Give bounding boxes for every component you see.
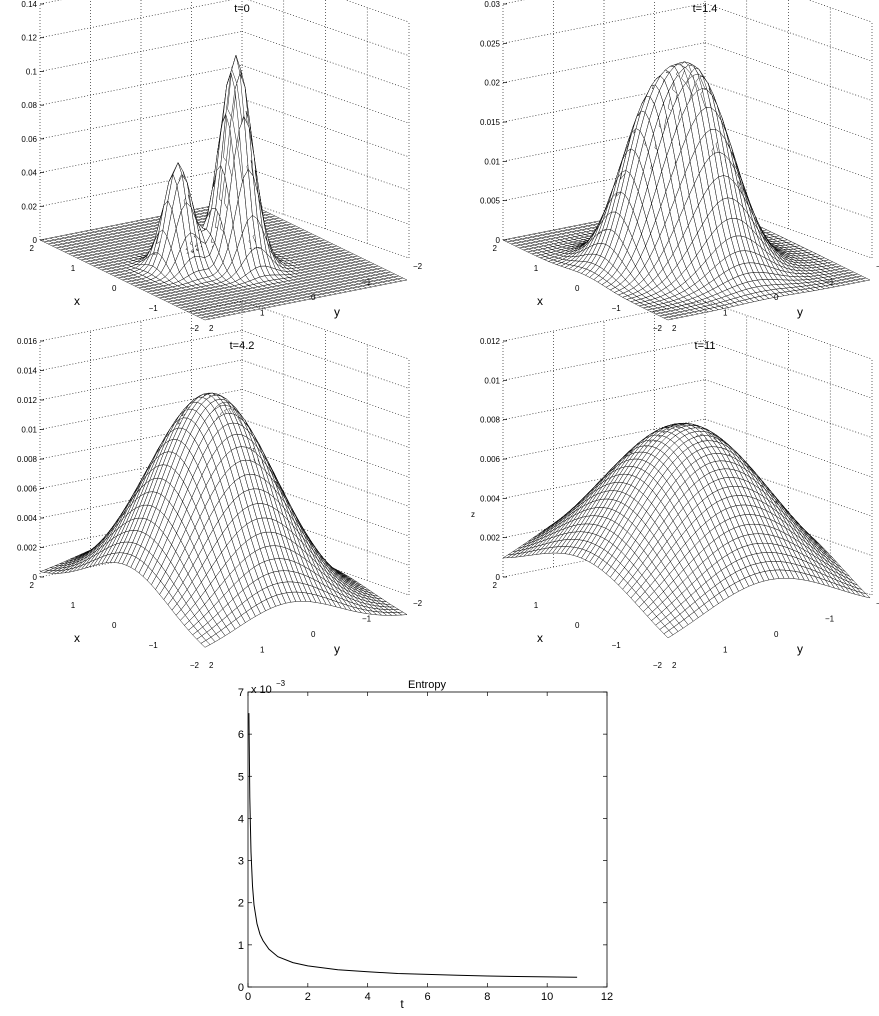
x-tick-label: 0 [112, 621, 117, 630]
y-tick-label: 0 [774, 293, 779, 302]
panel-title: t=0 [234, 3, 250, 15]
x-tick-label: 2 [30, 581, 35, 590]
y-tick-label: 0 [311, 630, 316, 639]
wall-gridline [241, 132, 410, 191]
x-tick-label: −2 [190, 324, 200, 333]
wall-gridline [39, 98, 243, 140]
x-tick-label: 0 [575, 284, 580, 293]
x-tick-label: 1 [71, 601, 76, 610]
wall-gridline [241, 64, 410, 124]
x-tick-label: −2 [190, 661, 200, 670]
z-tick-label: 0.06 [21, 135, 37, 144]
z-tick-label: 0.08 [21, 101, 37, 110]
x-axis-label: x [537, 294, 543, 308]
z-tick-label: 0.016 [17, 337, 38, 346]
z-tick-label: 0.02 [484, 79, 500, 88]
z-tick-label: 0.006 [17, 485, 38, 494]
surface-mesh [39, 54, 408, 321]
y-axis-label: y [797, 305, 803, 319]
y-tick-label: −2 [413, 599, 423, 608]
y-axis-label: y [334, 305, 340, 319]
wall-gridline [39, 64, 243, 106]
wall-gridline [704, 300, 873, 360]
x-tick-label: 2 [30, 244, 35, 253]
z-tick-label: 0.012 [17, 396, 38, 405]
z-tick-label: 0.015 [480, 118, 501, 127]
z-tick-label: 0.01 [21, 426, 37, 435]
wall-gridline [241, 31, 410, 90]
y-tick-label: −2 [413, 262, 423, 271]
z-tick-label: 0.005 [480, 197, 501, 206]
x-tick-label: −1 [149, 304, 159, 313]
wall-gridline [39, 0, 233, 39]
z-tick-label: 0.025 [480, 39, 501, 48]
wall-gridline [247, 0, 410, 56]
y-tick-label: 2 [209, 661, 214, 670]
y-axis-label: y [334, 642, 340, 656]
z-tick-label: 0.02 [21, 202, 37, 211]
x-tick-label: −1 [149, 641, 159, 650]
y-tick-label: 2 [209, 324, 214, 333]
y-tick-label: −1 [362, 278, 372, 287]
x-axis-label: x [74, 631, 80, 645]
x-tick-label: 2 [493, 244, 498, 253]
z-tick-label: 0.01 [484, 157, 500, 166]
surface-mesh [502, 61, 871, 321]
surface-mesh [502, 422, 871, 639]
z-tick-label: 0.014 [17, 367, 38, 376]
z-tick-label: 0.008 [17, 455, 38, 464]
x-tick-label: −1 [612, 304, 622, 313]
wall-gridline [241, 166, 410, 225]
z-tick-label: 0.03 [484, 0, 500, 9]
wall-gridline [241, 199, 410, 259]
z-tick-label: 0.002 [17, 544, 38, 553]
wall-gridline [241, 300, 410, 360]
z-tick-label: 0.1 [26, 67, 38, 76]
wall-gridline [344, 0, 410, 23]
wall-gridline [241, 98, 410, 158]
y-tick-label: 1 [260, 309, 265, 318]
panel-title: t=1.4 [693, 3, 718, 15]
y-tick-label: −1 [825, 278, 835, 287]
x-axis-label: x [74, 294, 80, 308]
z-tick-label: 0.14 [21, 0, 37, 9]
z-tick-label: 0.004 [17, 514, 38, 523]
x-tick-label: −2 [653, 324, 663, 333]
z-tick-label: 0.12 [21, 34, 37, 43]
x-tick-label: 0 [112, 284, 117, 293]
panel-title: t=4.2 [230, 340, 255, 352]
y-tick-label: 1 [723, 309, 728, 318]
x-tick-label: 1 [71, 264, 76, 273]
wall-gridline [39, 132, 243, 173]
y-tick-label: 2 [672, 324, 677, 333]
y-tick-label: 0 [311, 293, 316, 302]
y-tick-label: 1 [260, 646, 265, 655]
x-tick-label: 1 [534, 264, 539, 273]
y-tick-label: −1 [362, 615, 372, 624]
surface-mesh [39, 392, 408, 648]
z-tick-label: 0.04 [21, 169, 37, 178]
surface-panel-t4-2: 0 0.002 0.004 0.006 0.008 0.01 0.012 0.014 0.016… [17, 300, 423, 670]
